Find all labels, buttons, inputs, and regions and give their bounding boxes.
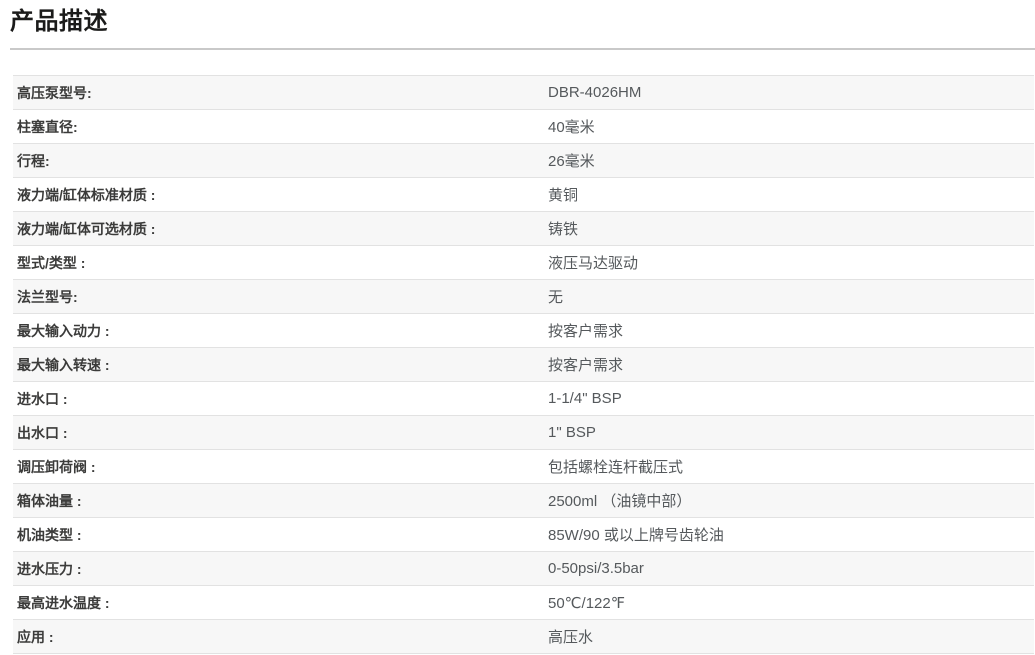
spec-label: 液力端/缸体可选材质 :	[17, 220, 156, 237]
spec-label: 柱塞直径:	[17, 118, 78, 135]
spec-value: 液压马达驱动	[548, 255, 639, 273]
spec-value: 1" BSP	[548, 424, 596, 442]
spec-label: 机油类型 :	[17, 526, 82, 543]
spec-label: 最高进水温度 :	[17, 594, 110, 611]
spec-value: 高压水	[548, 629, 594, 647]
spec-label: 箱体油量 :	[17, 492, 82, 509]
spec-label: 应用 :	[17, 628, 54, 645]
spec-value: DBR-4026HM	[548, 84, 642, 102]
table-row: 调压卸荷阀 : 包括螺栓连杆截压式	[13, 449, 1034, 484]
spec-value: 26毫米	[548, 153, 595, 171]
table-row: 型式/类型 : 液压马达驱动	[13, 245, 1034, 280]
table-row: 柱塞直径: 40毫米	[13, 109, 1034, 144]
spec-value: 黄铜	[548, 187, 579, 205]
spec-value: 50℃/122℉	[548, 594, 625, 612]
spec-label: 最大输入动力 :	[17, 322, 110, 339]
table-row: 应用 : 高压水	[13, 619, 1034, 654]
spec-value: 无	[548, 289, 564, 307]
table-row: 箱体油量 : 2500ml （油镜中部）	[13, 483, 1034, 518]
spec-label: 进水口 :	[17, 390, 68, 407]
spec-label: 最大输入转速 :	[17, 356, 110, 373]
table-row: 液力端/缸体可选材质 : 铸铁	[13, 211, 1034, 246]
title-divider	[10, 48, 1035, 51]
table-row: 机油类型 : 85W/90 或以上牌号齿轮油	[13, 517, 1034, 552]
spec-label: 调压卸荷阀 :	[17, 458, 96, 475]
table-row: 进水压力 : 0-50psi/3.5bar	[13, 551, 1034, 586]
table-row: 最大输入动力 : 按客户需求	[13, 313, 1034, 348]
table-row: 法兰型号: 无	[13, 279, 1034, 314]
spec-value: 0-50psi/3.5bar	[548, 560, 644, 578]
table-row: 高压泵型号: DBR-4026HM	[13, 75, 1034, 110]
spec-label: 液力端/缸体标准材质 :	[17, 186, 156, 203]
spec-value: 1-1/4" BSP	[548, 390, 622, 408]
spec-label: 行程:	[17, 152, 50, 169]
table-row: 出水口 : 1" BSP	[13, 415, 1034, 450]
table-row: 行程: 26毫米	[13, 143, 1034, 178]
spec-label: 法兰型号:	[17, 288, 78, 305]
spec-label: 型式/类型 :	[17, 254, 86, 271]
page-title: 产品描述	[10, 8, 108, 35]
product-spec-table: 高压泵型号: DBR-4026HM 柱塞直径: 40毫米行程: 26毫米液力端/缸体标准…	[13, 75, 1034, 655]
spec-value: 85W/90 或以上牌号齿轮油	[548, 527, 724, 545]
spec-value: 包括螺栓连杆截压式	[548, 459, 684, 477]
spec-value: 铸铁	[548, 221, 579, 239]
spec-value: 按客户需求	[548, 323, 624, 341]
spec-label: 高压泵型号:	[17, 84, 92, 101]
table-row: 液力端/缸体标准材质 : 黄铜	[13, 177, 1034, 212]
table-row: 进水口 : 1-1/4" BSP	[13, 381, 1034, 416]
spec-label: 出水口 :	[17, 424, 68, 441]
spec-value: 2500ml （油镜中部）	[548, 493, 692, 511]
spec-value: 40毫米	[548, 119, 595, 137]
spec-label: 进水压力 :	[17, 560, 82, 577]
spec-value: 按客户需求	[548, 357, 624, 375]
table-row: 最大输入转速 : 按客户需求	[13, 347, 1034, 382]
table-row: 最高进水温度 : 50℃/122℉	[13, 585, 1034, 620]
